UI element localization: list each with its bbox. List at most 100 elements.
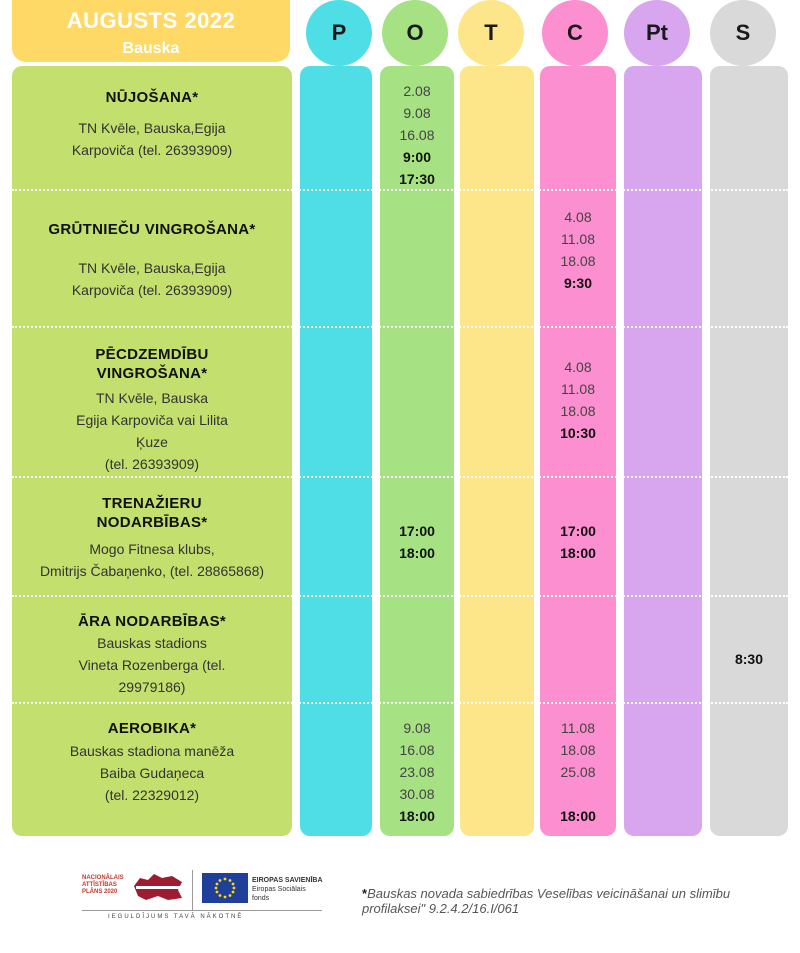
activity-info-line: Baiba Gudaņeca <box>99 765 205 781</box>
activity-grutniecu-vingrosana: GRŪTNIEČU VINGROŠANA* TN Kvēle, Bauska,E… <box>12 220 292 301</box>
time-entry: 18:00 <box>399 545 435 561</box>
activity-name: NODARBĪBAS* <box>96 514 208 531</box>
date-entry: 16.08 <box>399 742 435 758</box>
activity-ara-nodarbibas: ĀRA NODARBĪBAS* Bauskas stadions Vineta … <box>12 612 292 698</box>
day-label-o: O <box>406 20 424 45</box>
column-bar-t <box>460 66 534 836</box>
footnote: *Bauskas novada sabiedrības Veselības ve… <box>362 886 782 916</box>
date-entry: 16.08 <box>399 127 435 143</box>
date-entry: 11.08 <box>561 231 595 247</box>
row-divider <box>12 326 788 328</box>
time-entry: 17:30 <box>399 171 435 187</box>
day-label-s: S <box>735 20 751 45</box>
date-entry: 11.08 <box>561 720 595 736</box>
day-label-p: P <box>331 20 347 45</box>
time-entry: 18:00 <box>399 808 435 824</box>
activity-name: NŪJOŠANA* <box>105 89 199 106</box>
cell-trenazieru-c: 17:00 18:00 <box>540 520 616 564</box>
activity-info-line: Ķuze <box>136 434 168 450</box>
date-entry: 18.08 <box>560 403 596 419</box>
activity-name: VINGROŠANA* <box>96 365 208 382</box>
activity-name: GRŪTNIEČU VINGROŠANA* <box>48 221 256 238</box>
cell-ara-s: 8:30 <box>710 648 788 670</box>
activity-info-line: Mogo Fitnesa klubs, <box>89 541 215 557</box>
activity-info-line: Vineta Rozenberga (tel. <box>78 657 226 673</box>
column-bar-pt <box>624 66 702 836</box>
day-circle-s: S <box>710 0 776 66</box>
nap-logo: NACIONĀLAIS ATTĪSTĪBAS PLĀNS 2020 <box>82 875 130 896</box>
day-label-c: C <box>567 20 583 45</box>
eu-flag-icon <box>202 873 248 903</box>
time-entry: 9:30 <box>563 275 593 291</box>
activity-name: TRENAŽIERU <box>102 495 202 512</box>
row-divider <box>12 476 788 478</box>
time-entry: 17:00 <box>560 523 596 539</box>
latvia-map-icon <box>132 872 184 902</box>
activity-column <box>12 66 292 836</box>
cell-aerobika-o: 9.08 16.08 23.08 30.08 18:00 <box>380 717 454 827</box>
time-entry: 17:00 <box>399 523 435 539</box>
activity-name: ĀRA NODARBĪBAS* <box>77 613 227 630</box>
date-entry: 23.08 <box>399 764 435 780</box>
activity-info-line: (tel. 26393909) <box>104 456 200 472</box>
activity-info-line: Bauskas stadiona manēža <box>69 743 235 759</box>
activity-info-line: 29979186) <box>118 679 186 695</box>
cell-aerobika-c: 11.08 18.08 25.08 18:00 <box>540 717 616 827</box>
column-bar-p <box>300 66 372 836</box>
activity-nujosana: NŪJOŠANA* TN Kvēle, Bauska,Egija Karpovi… <box>12 88 292 161</box>
activity-info-line: Karpoviča (tel. 26393909) <box>71 142 233 158</box>
nap-logo-line: PLĀNS 2020 <box>82 889 118 895</box>
footnote-text: Bauskas novada sabiedrības Veselības vei… <box>362 886 731 916</box>
footnote-star: * <box>362 886 368 901</box>
nap-logo-line: NACIONĀLAIS <box>82 875 124 881</box>
cell-nujosana-o: 2.08 9.08 16.08 9:00 17:30 <box>380 80 454 190</box>
date-entry: 4.08 <box>564 209 592 225</box>
eu-sub-line: Eiropas Sociālais <box>252 886 306 893</box>
activity-info-line: TN Kvēle, Bauska,Egija <box>78 260 226 276</box>
row-divider <box>12 702 788 704</box>
activity-info-line: Bauskas stadions <box>97 635 207 651</box>
month-title: AUGUSTS 2022 <box>66 8 236 33</box>
day-circle-pt: Pt <box>624 0 690 66</box>
day-circle-t: T <box>458 0 524 66</box>
time-entry: 18:00 <box>560 545 596 561</box>
activity-info-line: Egija Karpoviča vai Lilita <box>76 412 228 428</box>
date-entry: 9.08 <box>403 105 431 121</box>
activity-info-line: TN Kvēle, Bauska,Egija <box>78 120 226 136</box>
activity-name: AEROBIKA* <box>107 720 197 737</box>
logo-separator <box>192 870 193 910</box>
column-bar-o <box>380 66 454 836</box>
date-entry: 25.08 <box>560 764 596 780</box>
activity-info-line: (tel. 22329012) <box>104 787 200 803</box>
slogan-text: IEGULDĪJUMS TAVĀ NĀKOTNĒ <box>108 914 244 920</box>
row-divider <box>12 189 788 191</box>
nap-logo-line: ATTĪSTĪBAS <box>82 882 117 888</box>
activity-name: PĒCDZEMDĪBU <box>95 346 209 363</box>
column-bar-c <box>540 66 616 836</box>
city-title: Bauska <box>122 40 180 57</box>
time-entry: 18:00 <box>560 808 596 824</box>
date-entry: 18.08 <box>560 253 596 269</box>
date-entry: 9.08 <box>403 720 431 736</box>
eu-sub-line: fonds <box>252 895 270 902</box>
day-circle-o: O <box>382 0 448 66</box>
cell-grutniecu-c: 4.08 11.08 18.08 9:30 <box>540 206 616 294</box>
day-circle-c: C <box>542 0 608 66</box>
activity-trenazieru-nodarbibas: TRENAŽIERU NODARBĪBAS* Mogo Fitnesa klub… <box>12 494 292 582</box>
activity-info-line: Karpoviča (tel. 26393909) <box>71 282 233 298</box>
cell-trenazieru-o: 17:00 18:00 <box>380 520 454 564</box>
eu-title: EIROPAS SAVIENĪBA <box>252 877 323 884</box>
activity-aerobika: AEROBIKA* Bauskas stadiona manēža Baiba … <box>12 719 292 806</box>
day-label-t: T <box>484 20 498 45</box>
eu-logo-text: EIROPAS SAVIENĪBA Eiropas Sociālais fond… <box>252 876 332 903</box>
header-title-box: AUGUSTS 2022 Bauska <box>12 0 290 62</box>
date-entry: 30.08 <box>399 786 435 802</box>
date-entry: 11.08 <box>561 381 595 397</box>
date-entry: 2.08 <box>403 83 431 99</box>
time-entry: 9:00 <box>402 149 432 165</box>
time-entry: 10:30 <box>560 425 596 441</box>
cell-pecdzemdibu-c: 4.08 11.08 18.08 10:30 <box>540 356 616 444</box>
time-entry: 8:30 <box>734 651 764 667</box>
date-entry: 4.08 <box>564 359 592 375</box>
row-divider <box>12 595 788 597</box>
